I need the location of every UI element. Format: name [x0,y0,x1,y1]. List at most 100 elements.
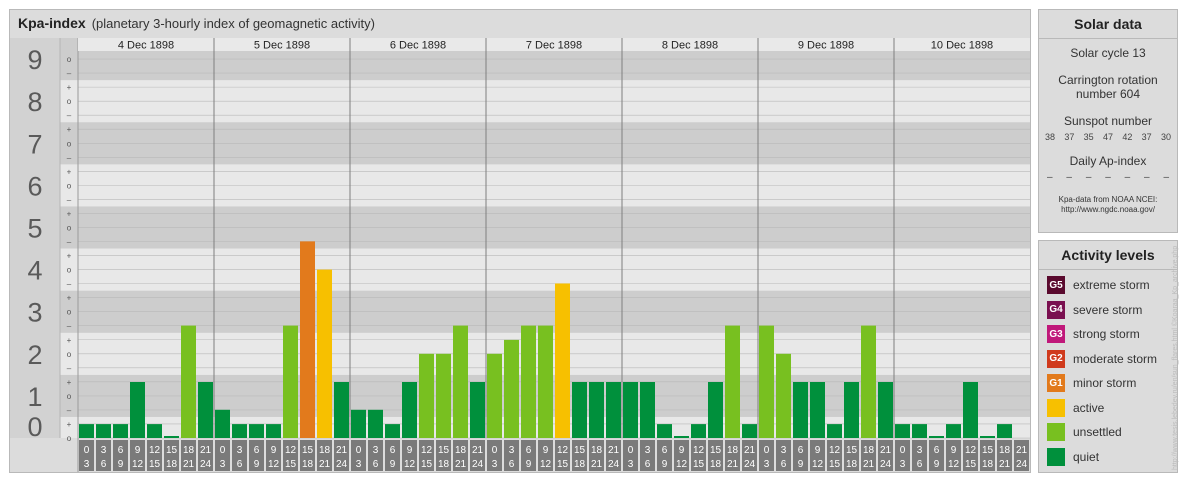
interval-cell [283,440,298,471]
kp-bar [725,325,740,438]
interval-start-label: 18 [455,445,467,456]
interval-start-label: 12 [693,445,705,456]
interval-end-label: 3 [764,459,770,470]
interval-start-label: 21 [336,445,348,456]
kpa-chart: 4 Dec 1898 5 Dec 1898 6 Dec 1898 7 Dec 1898… [10,38,1030,472]
sunspot-value: 37 [1141,132,1152,142]
interval-start-label: 18 [863,445,875,456]
interval-cell [79,440,94,471]
kp-bar [436,353,451,438]
kp-bar [317,269,332,438]
kp-bar [674,436,689,438]
day-label: 9 Dec 1898 [798,40,854,52]
interval-end-label: 3 [220,459,226,470]
interval-start-label: 0 [356,445,362,456]
interval-cell [164,440,179,471]
y-sub-label: – [67,406,72,415]
solar-data-panel: Solar data Solar cycle 13 Carrington rot… [1038,9,1178,233]
interval-cell [419,440,434,471]
interval-end-label: 21 [183,459,195,470]
y-sub-label: o [67,181,72,190]
solar-data-title: Solar data [1039,10,1177,39]
level-swatch: G2 [1047,349,1065,368]
level-swatch: G5 [1047,276,1065,294]
interval-cell [538,440,553,471]
interval-end-label: 3 [900,459,906,470]
interval-end-label: 21 [863,459,875,470]
interval-end-label: 21 [999,459,1011,470]
day-label: 10 Dec 1898 [931,40,993,52]
level-swatch [1047,398,1065,417]
kp-bar [946,424,961,438]
kp-bar [215,409,230,438]
interval-end-label: 12 [404,459,416,470]
interval-start-label: 18 [727,445,739,456]
y-sub-label: o [67,55,72,64]
kp-bar [453,325,468,438]
ap-value: – [1144,172,1150,183]
interval-end-label: 24 [744,459,756,470]
interval-end-label: 9 [118,459,124,470]
kp-bar [79,424,94,438]
sunspot-value: 30 [1160,132,1171,142]
ap-title: Daily Ap-index [1069,154,1147,168]
interval-start-label: 9 [135,445,141,456]
level-label: moderate storm [1073,351,1158,366]
level-label: quiet [1073,449,1100,464]
interval-cell [844,440,859,471]
interval-start-label: 0 [628,445,634,456]
level-label: unsettled [1073,425,1122,439]
interval-end-label: 24 [608,459,620,470]
interval-end-label: 12 [948,459,960,470]
kp-bar [657,424,672,438]
sunspot-value: 47 [1102,132,1113,142]
interval-start-label: 0 [764,445,770,456]
interval-start-label: 0 [84,445,90,456]
y-sub-label: o [67,308,72,317]
interval-start-label: 3 [373,445,379,456]
y-sub-label: – [67,322,72,331]
day-label: 5 Dec 1898 [254,40,310,52]
kp-bar [878,382,893,438]
interval-start-label: 6 [662,445,668,456]
interval-cell [215,440,230,471]
interval-start-label: 15 [710,445,722,456]
y-sub-label: + [67,336,72,345]
kp-bar [470,382,485,438]
kp-bar [742,424,757,438]
y-sub-label: + [67,378,72,387]
interval-cell [402,440,417,471]
interval-start-label: 21 [472,445,484,456]
sunspot-value: 37 [1064,132,1075,142]
kp-bar [861,325,876,438]
day-label: 7 Dec 1898 [526,40,582,52]
interval-end-label: 24 [1016,459,1028,470]
interval-cell [997,440,1012,471]
ap-value: – [1085,172,1092,183]
kp-bar [266,424,281,438]
interval-end-label: 6 [237,459,243,470]
ap-value: – [1066,172,1072,183]
interval-end-label: 12 [132,459,144,470]
y-sub-label: o [67,139,72,148]
sunspot-title: Sunspot number [1063,114,1153,128]
interval-cell [929,440,944,471]
interval-cell [351,440,366,471]
level-swatch [1047,423,1065,441]
kp-bar [504,339,519,438]
interval-start-label: 3 [509,445,515,456]
interval-cell [198,440,213,471]
kp-bar [130,382,145,438]
interval-end-label: 3 [356,459,362,470]
kp-bar [572,382,587,438]
y-sub-label: – [67,111,72,120]
interval-cell [895,440,910,471]
y-major-label: 6 [27,171,42,201]
interval-end-label: 15 [829,459,841,470]
kp-bar [164,436,179,438]
interval-cell [725,440,740,471]
interval-start-label: 6 [798,445,804,456]
interval-cell [912,440,927,471]
interval-start-label: 21 [744,445,756,456]
sunspot-values: 38 37 35 47 42 37 30 [1039,132,1177,142]
